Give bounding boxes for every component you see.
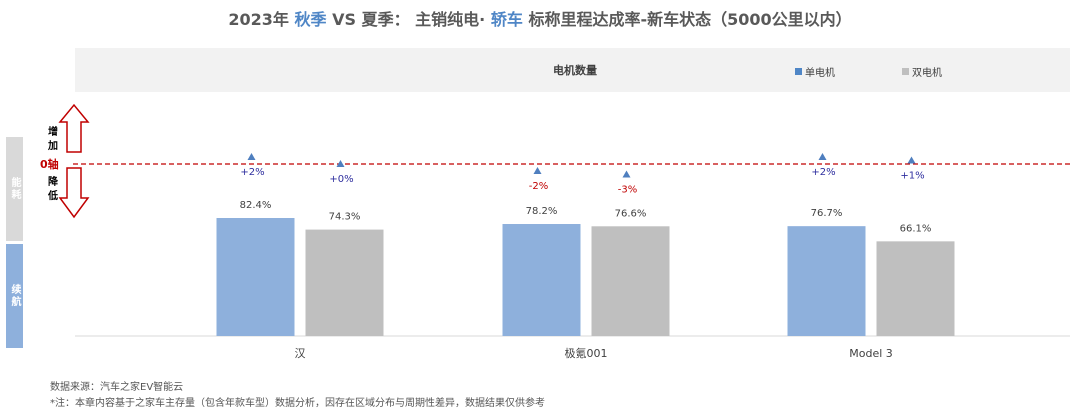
change-marker (818, 153, 827, 160)
increase-label: 增加 (48, 127, 58, 152)
category-label: Model 3 (849, 347, 893, 360)
legend-label-dual: 双电机 (912, 68, 942, 79)
range-band: 续航 (6, 244, 23, 348)
title-colon: ： (393, 10, 410, 29)
title-rest: 标称里程达成率-新车状态（5000公里以内） (528, 10, 852, 29)
bar-value-label: 78.2% (526, 206, 558, 217)
title-year: 2023年 (228, 10, 289, 29)
bar-single-0 (216, 218, 295, 336)
legend-title: 电机数量 (553, 64, 597, 77)
bar-single-2 (787, 226, 866, 336)
bar-single-1 (502, 224, 581, 336)
decrease-arrow (58, 167, 90, 219)
title-mid: 主销纯电· (415, 10, 486, 29)
bar-value-label: 74.3% (329, 212, 361, 223)
legend-band: 电机数量 单电机 双电机 (75, 48, 1070, 92)
change-marker (907, 156, 916, 164)
change-label: +2% (240, 167, 264, 178)
title-vs: VS (332, 10, 356, 29)
bar-dual-1 (591, 226, 670, 336)
change-label: -2% (529, 181, 548, 192)
bar-value-label: 76.6% (615, 208, 647, 219)
bar-value-label: 82.4% (240, 200, 272, 211)
footer-source: 数据来源：汽车之家EV智能云 (50, 382, 184, 393)
change-label: +2% (811, 167, 835, 178)
energy-band-label: 能耗 (9, 177, 20, 201)
change-marker (247, 153, 256, 160)
legend-item-single: 单电机 (795, 64, 835, 79)
chart-title: 2023年 秋季 VS 夏季： 主销纯电· 轿车 标称里程达成率-新车状态（50… (0, 6, 1080, 30)
change-label: +1% (900, 171, 924, 182)
increase-arrow (58, 103, 90, 153)
legend-swatch-single (795, 68, 802, 75)
change-label: -3% (618, 185, 637, 196)
decrease-label: 降低 (48, 177, 58, 202)
zero-axis-label: 0轴 (40, 158, 59, 171)
legend-swatch-dual (902, 68, 909, 75)
change-label: +0% (329, 174, 353, 185)
legend-label-single: 单电机 (805, 68, 835, 79)
change-marker (533, 167, 542, 174)
title-body-type: 轿车 (490, 10, 523, 29)
range-band-label: 续航 (9, 284, 20, 308)
category-label: 极氪001 (565, 346, 608, 360)
footer-note: *注：本章内容基于之家车主存量（包含年款车型）数据分析，因存在区域分布与周期性差… (50, 398, 545, 409)
bar-value-label: 76.7% (811, 208, 843, 219)
legend-item-dual: 双电机 (902, 64, 942, 79)
energy-band: 能耗 (6, 137, 23, 241)
change-marker (622, 170, 631, 178)
title-season-a: 秋季 (294, 10, 327, 29)
bar-dual-2 (876, 241, 955, 336)
title-season-b: 夏季 (361, 10, 394, 29)
bar-dual-0 (305, 229, 384, 336)
category-label: 汉 (295, 347, 306, 360)
change-marker (336, 160, 345, 167)
bar-value-label: 66.1% (900, 223, 932, 234)
